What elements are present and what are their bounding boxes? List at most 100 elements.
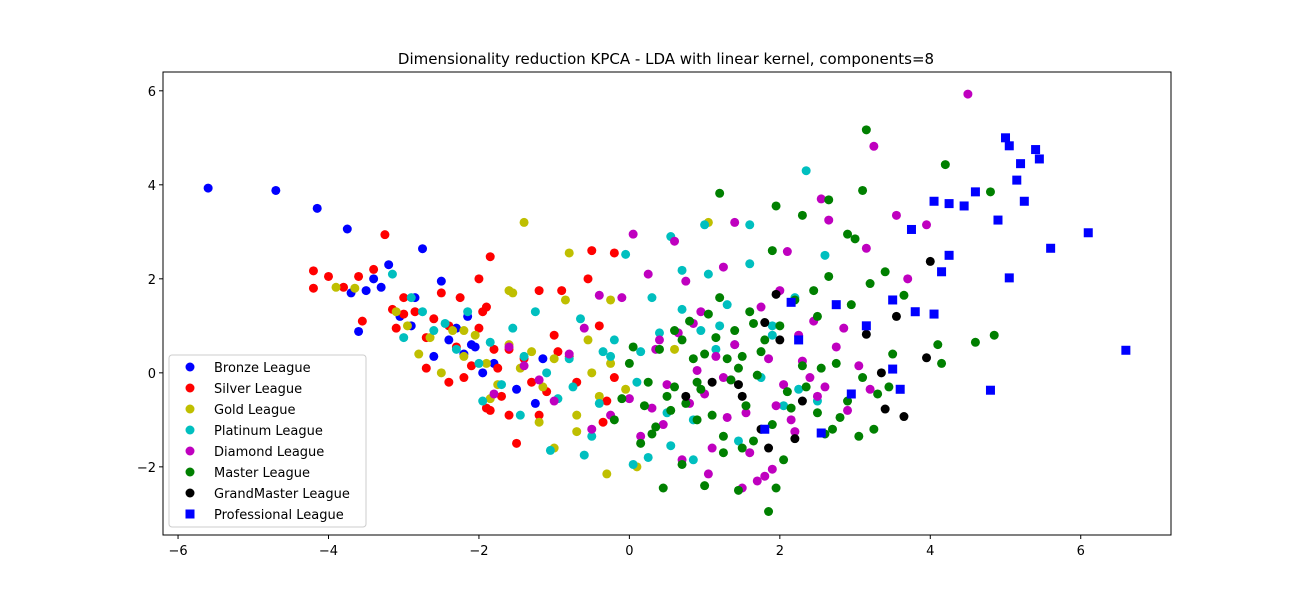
data-point (527, 377, 537, 387)
y-tick-label: −2 (137, 461, 156, 476)
data-point (527, 347, 537, 357)
data-point (733, 485, 743, 495)
data-point (429, 351, 439, 361)
data-point (459, 326, 469, 336)
data-point (654, 328, 664, 338)
data-point (323, 271, 333, 281)
data-point (485, 337, 495, 347)
data-point (628, 342, 638, 352)
data-point (779, 380, 789, 390)
data-point (587, 368, 597, 378)
data-point (624, 358, 634, 368)
data-point (820, 250, 830, 260)
data-point (572, 427, 582, 437)
data-point (418, 244, 428, 254)
data-point (504, 286, 514, 296)
data-point (767, 464, 777, 474)
data-point (760, 318, 770, 328)
data-point (670, 344, 680, 354)
data-point (839, 323, 849, 333)
data-point (436, 368, 446, 378)
data-point (594, 290, 604, 300)
data-point (497, 380, 507, 390)
data-point (756, 347, 766, 357)
data-point (534, 375, 544, 385)
data-point (929, 309, 939, 319)
data-point (985, 385, 995, 395)
data-point (519, 351, 529, 361)
series-6 (681, 256, 935, 453)
data-point (937, 267, 947, 277)
data-point (670, 382, 680, 392)
x-tick-label: 4 (926, 544, 934, 559)
data-point (677, 335, 687, 345)
data-point (594, 321, 604, 331)
data-point (639, 401, 649, 411)
data-point (643, 452, 653, 462)
data-point (899, 290, 909, 300)
data-point (1001, 133, 1011, 143)
data-point (376, 282, 386, 292)
data-point (594, 398, 604, 408)
data-point (854, 361, 864, 371)
data-point (812, 408, 822, 418)
data-point (741, 401, 751, 411)
data-point (1034, 154, 1044, 164)
data-point (549, 354, 559, 364)
data-point (937, 358, 947, 368)
data-point (797, 361, 807, 371)
data-point (621, 249, 631, 259)
data-point (436, 276, 446, 286)
x-tick-label: 6 (1077, 544, 1085, 559)
y-axis: −2 0 2 4 6 (137, 85, 163, 476)
data-point (749, 436, 759, 446)
data-point (587, 424, 597, 434)
data-point (474, 323, 484, 333)
data-point (854, 431, 864, 441)
data-point (203, 183, 213, 193)
legend-label: Gold League (214, 403, 296, 418)
data-point (733, 363, 743, 373)
data-point (662, 391, 672, 401)
data-point (703, 309, 713, 319)
data-point (677, 304, 687, 314)
data-point (861, 125, 871, 135)
data-point (670, 236, 680, 246)
x-tick-label: −2 (469, 544, 488, 559)
legend-box (168, 354, 367, 528)
data-point (557, 286, 567, 296)
data-point (387, 269, 397, 279)
series-1 (308, 230, 619, 448)
x-axis: −6 −4 −2 0 2 4 6 (168, 535, 1085, 559)
data-point (711, 333, 721, 343)
data-point (865, 279, 875, 289)
data-point (831, 358, 841, 368)
data-point (733, 380, 743, 390)
data-point (861, 243, 871, 253)
data-point (824, 195, 834, 205)
data-point (794, 335, 804, 345)
data-point (820, 382, 830, 392)
data-point (515, 410, 525, 420)
data-point (835, 412, 845, 422)
data-point (579, 323, 589, 333)
data-point (782, 387, 792, 397)
data-point (512, 438, 522, 448)
data-point (448, 326, 458, 336)
data-point (722, 412, 732, 422)
data-point (485, 405, 495, 415)
data-point (929, 196, 939, 206)
data-point (786, 403, 796, 413)
data-point (865, 384, 875, 394)
data-point (429, 326, 439, 336)
data-point (628, 459, 638, 469)
data-point (760, 424, 770, 434)
y-tick-label: 0 (148, 367, 156, 382)
data-point (903, 274, 913, 284)
data-point (764, 354, 774, 364)
data-point (628, 229, 638, 239)
data-point (647, 293, 657, 303)
data-point (752, 476, 762, 486)
data-point (711, 344, 721, 354)
data-point (827, 424, 837, 434)
